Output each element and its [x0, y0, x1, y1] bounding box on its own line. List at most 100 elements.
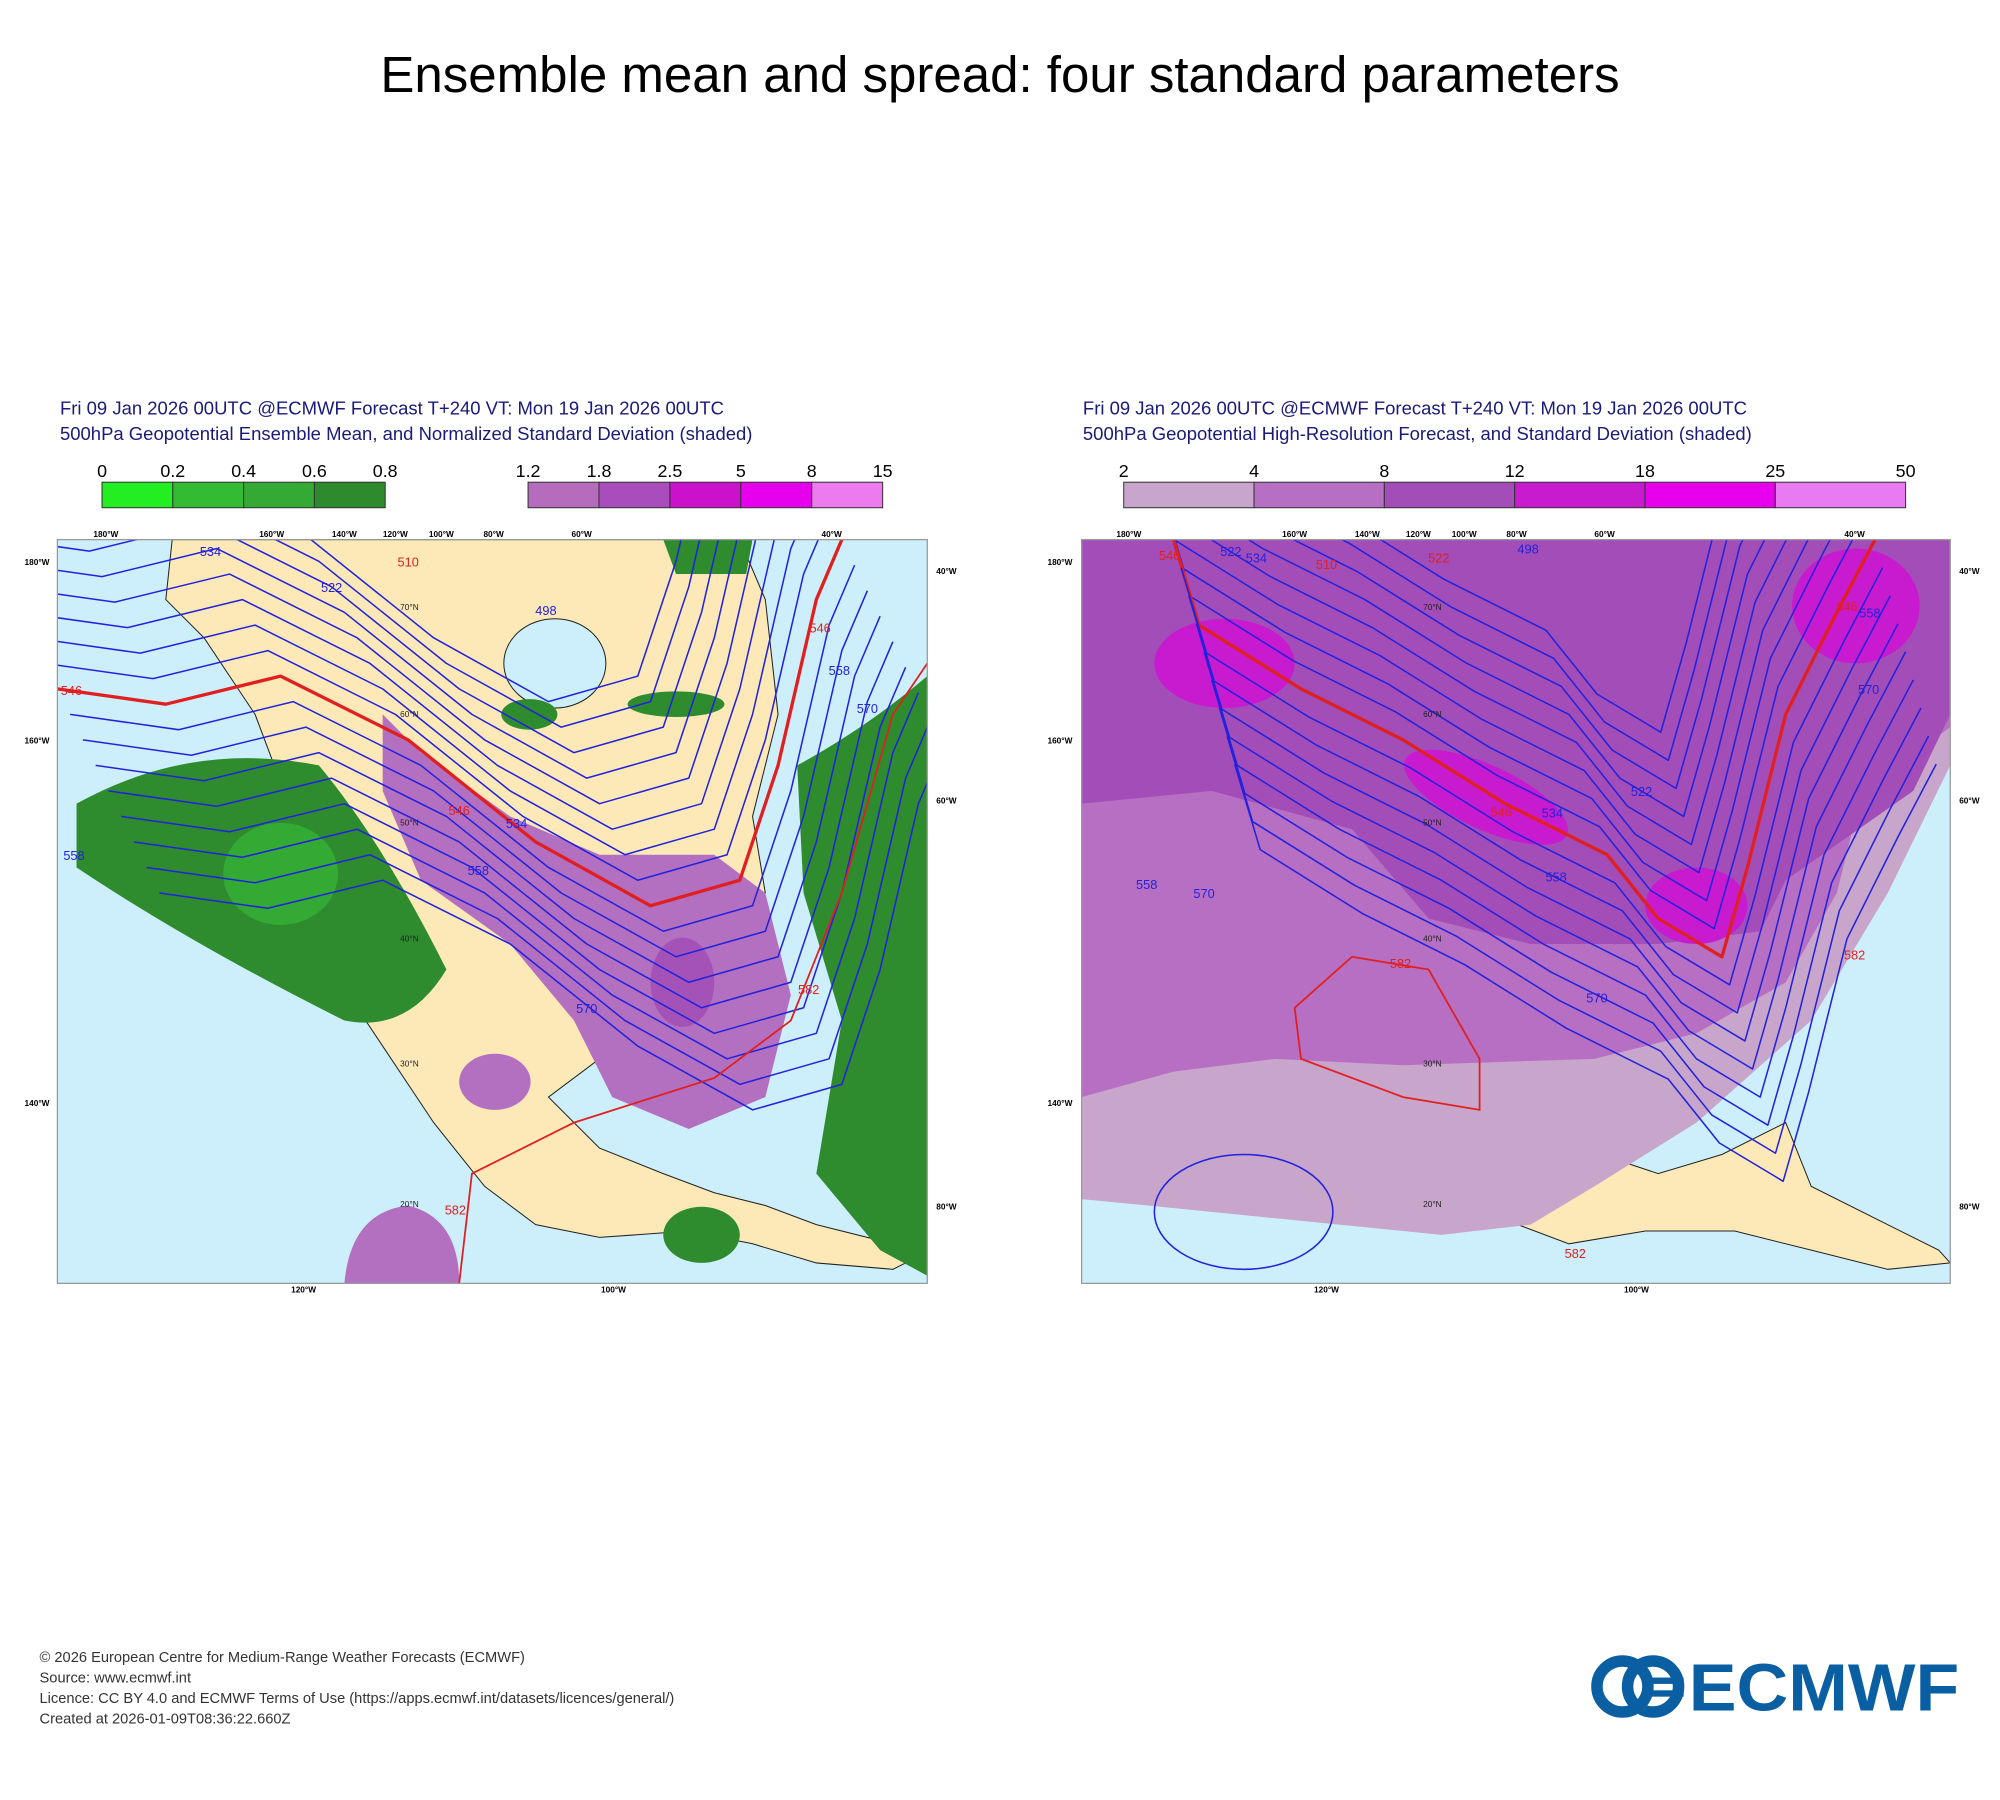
contour-label: 558 [1545, 870, 1566, 885]
contour-line [1153, 1153, 1334, 1271]
logo-text: ECMWF [1689, 1652, 1959, 1726]
shading [459, 1053, 531, 1110]
contour-line [133, 692, 920, 1060]
contour-line [57, 539, 820, 881]
lon-label: 140°W [1355, 529, 1380, 539]
lat-label: 60°N [1423, 709, 1442, 719]
lat-label: 50°N [400, 817, 419, 827]
logo-mark [1645, 1690, 1684, 1697]
contour-label: 522 [1428, 551, 1449, 566]
lat-label: 20°N [1423, 1199, 1442, 1209]
contour-line [57, 539, 796, 856]
footer-line: Created at 2026-01-09T08:36:22.660Z [40, 1711, 291, 1727]
contour-line [1174, 539, 1809, 874]
contour-line [1174, 539, 1832, 902]
lon-label: 80°W [1506, 529, 1527, 539]
colorbar-label: 2 [1119, 461, 1129, 481]
panel-header: 500hPa Geopotential High-Resolution Fore… [1083, 423, 1752, 444]
page-title: Ensemble mean and spread: four standard … [380, 46, 1619, 103]
lon-label: 120°W [1406, 529, 1431, 539]
colorbar-label: 8 [1379, 461, 1389, 481]
colorbar-label: 2.5 [657, 461, 682, 481]
contour-line [1188, 595, 1891, 1014]
shading [344, 1205, 460, 1284]
colorbar-label: 25 [1765, 461, 1785, 481]
lon-label: 60°W [571, 529, 592, 539]
contour-label: 558 [1859, 605, 1880, 620]
lat-label: 40°N [1423, 933, 1442, 943]
contours [57, 539, 928, 1284]
lon-label: 80°W [1959, 1201, 1980, 1211]
lon-label: 120°W [383, 529, 408, 539]
lon-label: 80°W [483, 529, 504, 539]
shading [663, 1206, 740, 1263]
logo: ECMWF [1591, 1652, 1959, 1726]
contour-label: 558 [63, 848, 84, 863]
logo-mark [1591, 1655, 1654, 1718]
logo-mark [1621, 1655, 1685, 1718]
colorbar-label: 4 [1249, 461, 1259, 481]
contour-label: 534 [200, 544, 221, 559]
lon-label: 60°W [1959, 796, 1980, 806]
colorbar-label: 1.8 [587, 461, 612, 481]
lon-label: 180°W [1047, 557, 1072, 567]
contour-label: 510 [398, 554, 419, 569]
shading [1645, 867, 1748, 945]
lon-label: 40°W [1959, 566, 1980, 576]
colorbar-label: 0.8 [373, 461, 398, 481]
footer-line: Source: www.ecmwf.int [40, 1671, 191, 1687]
contour-line [121, 666, 907, 1035]
contour-line [1203, 651, 1907, 1070]
contour-label: 570 [1586, 991, 1607, 1006]
colorbar-segment [1774, 481, 1907, 509]
colorbar-label: 18 [1635, 461, 1655, 481]
lon-label: 140°W [25, 1098, 50, 1108]
shading [501, 699, 558, 730]
contour-line [1247, 539, 1766, 818]
contour-label: 534 [1542, 806, 1563, 821]
contour-label: 522 [1631, 784, 1652, 799]
lon-label: 40°W [1844, 529, 1865, 539]
lat-label: 30°N [400, 1058, 419, 1068]
colorbar-segment [1644, 481, 1776, 509]
contour-line [57, 539, 776, 830]
contour-line [273, 539, 701, 728]
contour-line [57, 539, 720, 754]
contour-label: 582 [798, 982, 819, 997]
lon-label: 160°W [1047, 736, 1072, 746]
logo-mark [1645, 1677, 1684, 1684]
colorbar-label: 0.6 [302, 461, 327, 481]
contour-line [1233, 763, 1937, 1183]
colorbar-label: 8 [807, 461, 817, 481]
colorbar-segment [811, 481, 884, 509]
contour-line [1218, 707, 1922, 1126]
contour-line-red [458, 662, 928, 1284]
contour-label: 570 [576, 1001, 597, 1016]
lat-label: 20°N [400, 1199, 419, 1209]
lat-label: 40°N [400, 933, 419, 943]
lat-label: 50°N [1423, 817, 1442, 827]
contour-label: 570 [857, 701, 878, 716]
contour-label: 546 [449, 803, 470, 818]
colorbar-segment [1253, 481, 1385, 509]
contour-line [1180, 567, 1884, 986]
panel-header: Fri 09 Jan 2026 00UTC @ECMWF Forecast T+… [1083, 398, 1747, 419]
lon-label: 180°W [1116, 529, 1141, 539]
colorbar-segment [1514, 481, 1646, 509]
colorbar-segment [1123, 481, 1255, 509]
lon-label: 100°W [429, 529, 454, 539]
colorbar-segment [527, 481, 600, 509]
colorbar-label: 50 [1896, 461, 1916, 481]
lat-label: 60°N [400, 709, 419, 719]
contour-line [95, 615, 881, 984]
contour-label: 534 [1246, 551, 1267, 566]
lon-label: 160°W [259, 529, 284, 539]
land [1504, 1121, 1951, 1270]
colorbar-segment [598, 481, 671, 509]
contour-line [1379, 539, 1713, 734]
colorbar-label: 1.2 [516, 461, 541, 481]
contour-line-red [1293, 955, 1481, 1111]
colorbar-segment [243, 481, 315, 509]
